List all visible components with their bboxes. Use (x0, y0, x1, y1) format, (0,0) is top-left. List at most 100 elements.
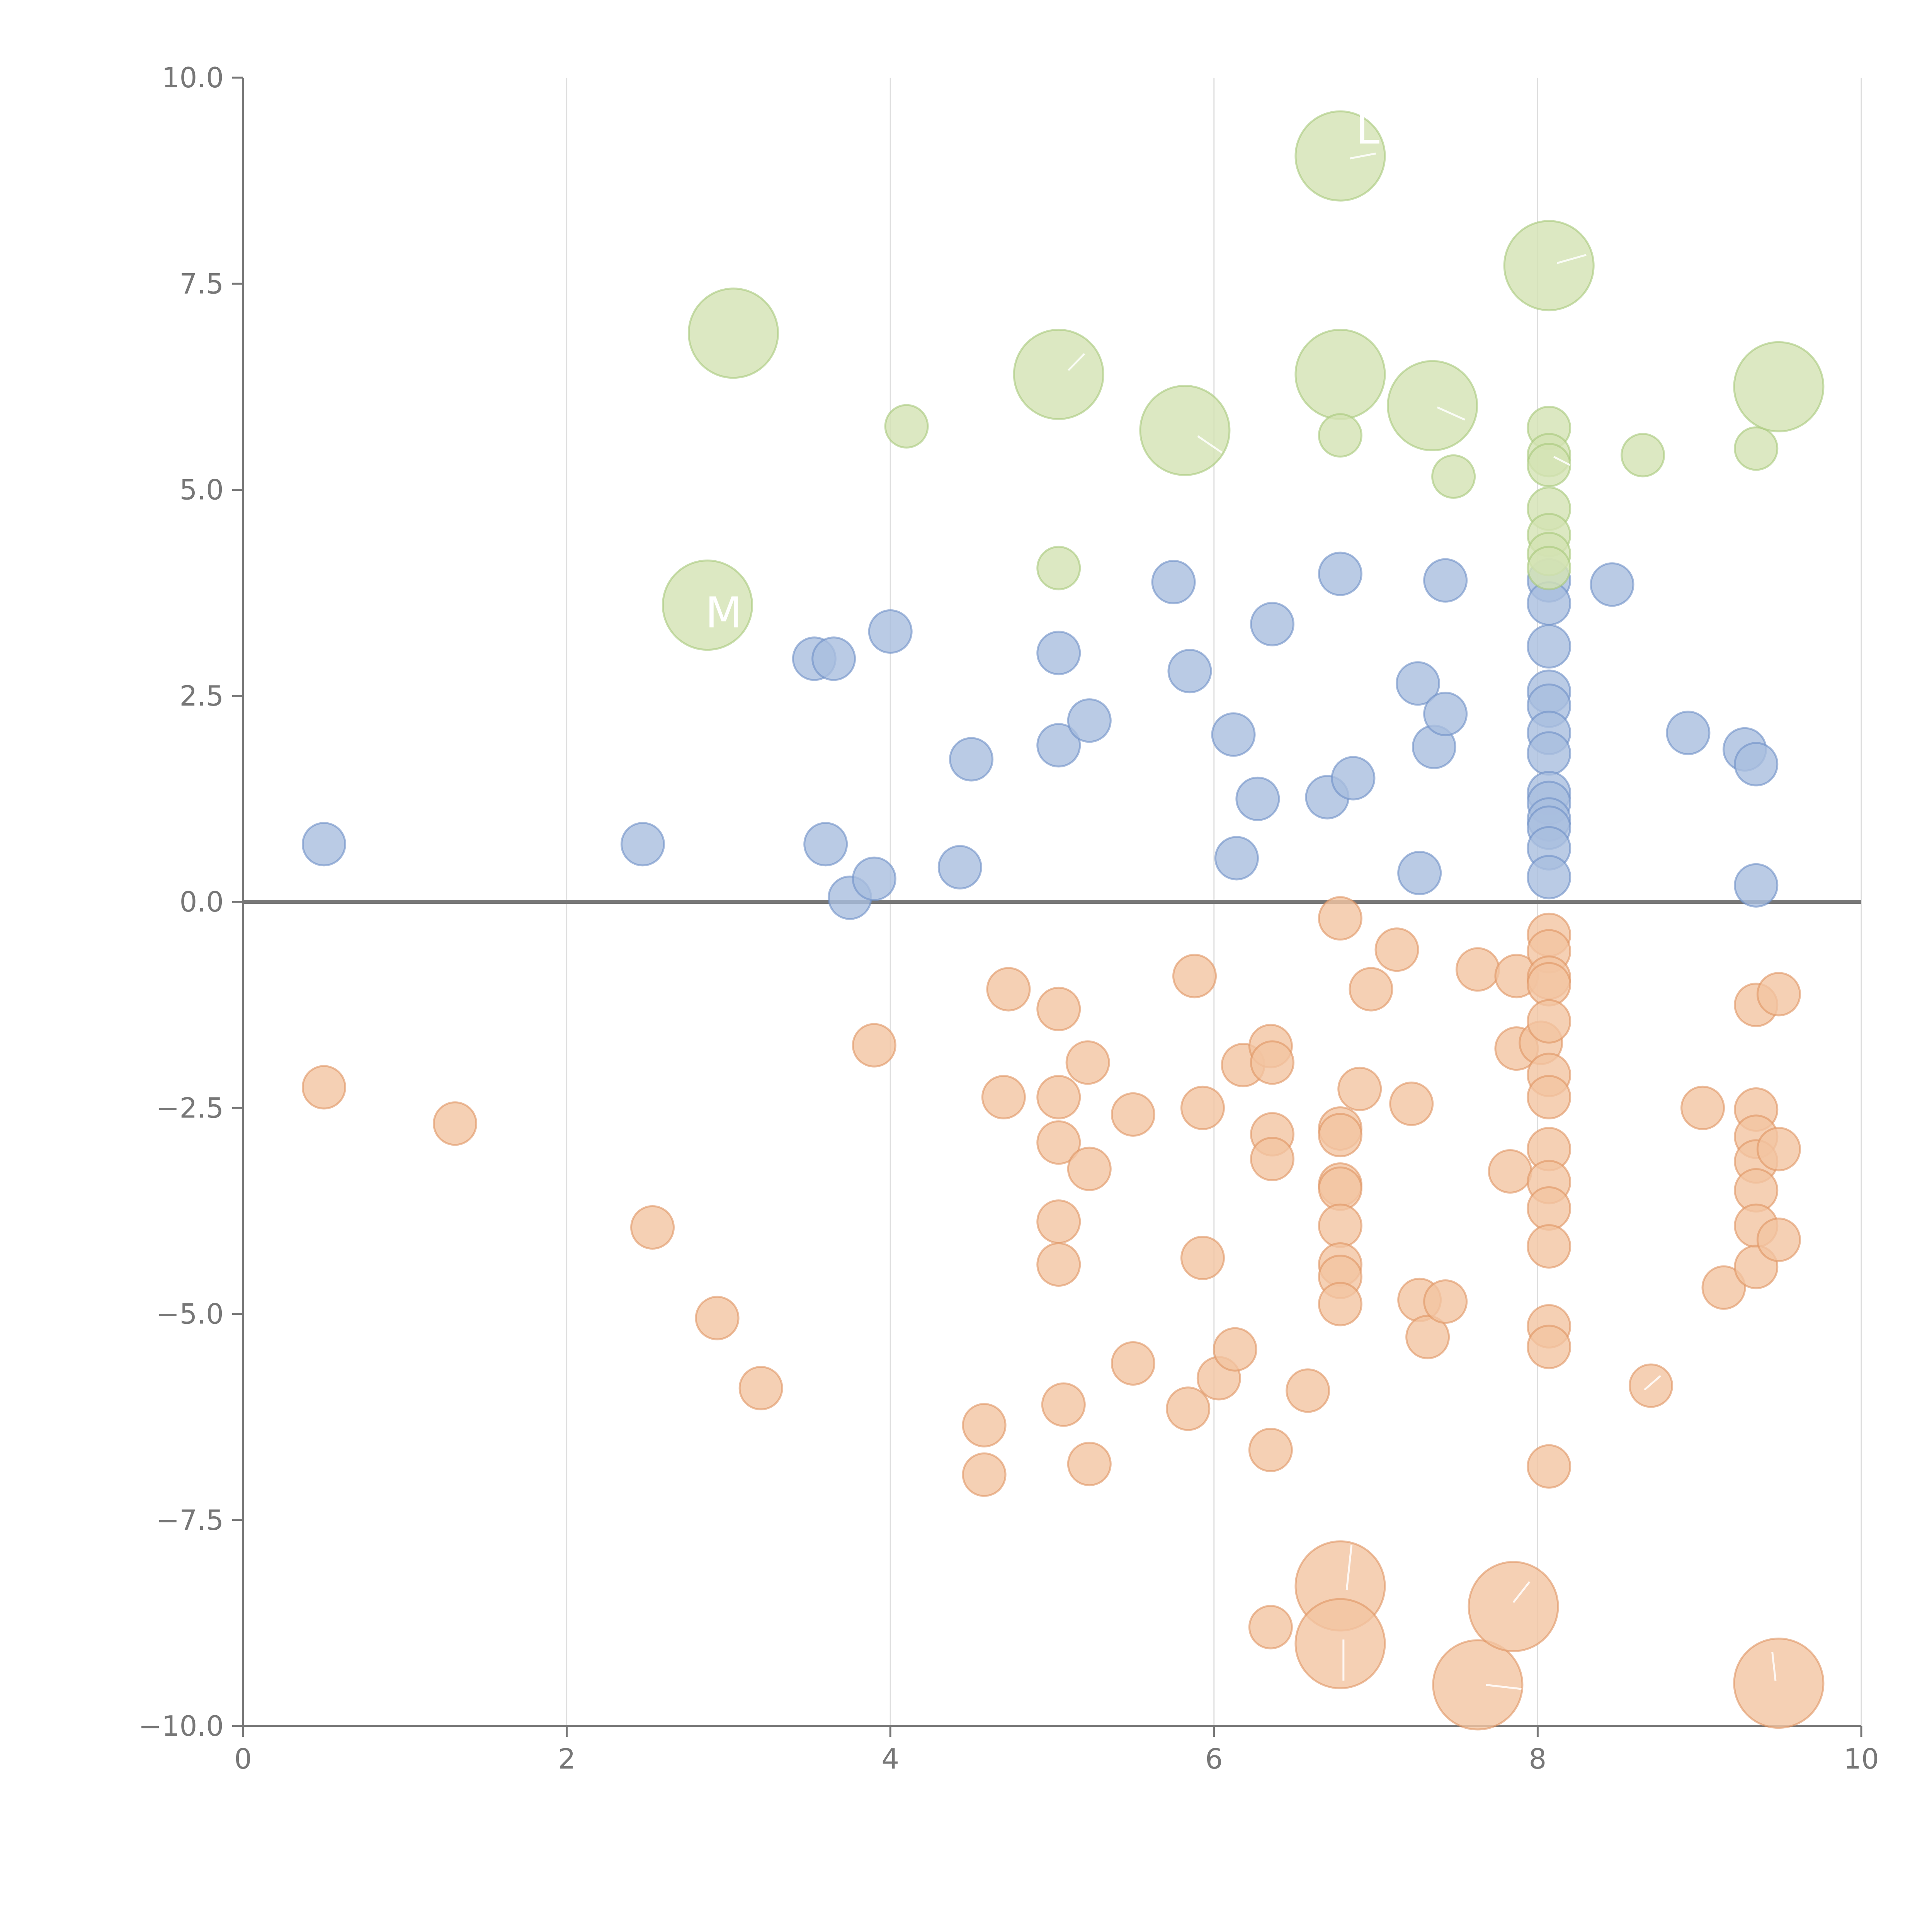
data-point (1180, 1235, 1225, 1280)
data-point (1734, 742, 1779, 787)
data-point (1395, 661, 1440, 706)
data-point (1455, 947, 1500, 992)
series-group (301, 551, 1779, 920)
leader-line (1350, 152, 1376, 160)
data-point (1349, 967, 1393, 1012)
data-point (1733, 1638, 1825, 1729)
data-point (1151, 560, 1196, 604)
leader-line (1345, 1544, 1353, 1590)
leader-line (1553, 456, 1571, 466)
data-point (1734, 863, 1779, 908)
data-point (1318, 1113, 1362, 1158)
data-point (1666, 711, 1711, 755)
data-point (1318, 413, 1362, 458)
data-point (1733, 341, 1825, 432)
data-point (1318, 1203, 1362, 1248)
y-tick-label: 2.5 (179, 680, 224, 712)
data-point (1294, 1598, 1386, 1689)
data-point (1013, 328, 1104, 420)
x-tick-label: 2 (558, 1743, 576, 1775)
data-point (1756, 972, 1801, 1017)
data-point (962, 1452, 1007, 1497)
data-point (1590, 562, 1634, 607)
data-point (662, 560, 753, 651)
data-point (1527, 443, 1571, 488)
data-point (868, 609, 913, 654)
data-point (1294, 110, 1386, 202)
data-point (1374, 927, 1419, 972)
data-point (937, 845, 982, 889)
y-tick-label: 5.0 (179, 474, 224, 506)
data-point (1067, 698, 1112, 743)
y-tick-label: 0.0 (179, 886, 224, 918)
data-point (1527, 624, 1571, 669)
data-point (301, 1065, 346, 1110)
data-point (1423, 692, 1468, 736)
data-point (1167, 649, 1212, 694)
data-point (1527, 1444, 1571, 1489)
data-point (1036, 1199, 1081, 1244)
y-tick-label: 10.0 (162, 61, 224, 94)
data-point (1067, 1442, 1112, 1486)
data-point (1036, 546, 1081, 590)
y-tick-label: 7.5 (179, 267, 224, 300)
data-point (986, 967, 1031, 1012)
data-point (1468, 1561, 1559, 1652)
data-point (1318, 896, 1362, 941)
data-point (962, 1403, 1007, 1447)
leader-line (1437, 406, 1465, 421)
data-point (1111, 1341, 1155, 1386)
data-point (1423, 558, 1468, 603)
axes (242, 78, 1861, 1727)
data-point (1527, 999, 1571, 1044)
data-point (1286, 1368, 1330, 1413)
data-point (1503, 220, 1595, 311)
data-point (1527, 1325, 1571, 1369)
data-point (1067, 1146, 1112, 1191)
data-point (1294, 328, 1386, 420)
data-point (1166, 1386, 1211, 1431)
data-point (1527, 855, 1571, 900)
data-point (1235, 776, 1280, 821)
leader-line (1512, 1581, 1531, 1603)
data-point (1248, 1605, 1293, 1650)
data-point (1036, 723, 1081, 768)
x-axis-ticks: 0 2 4 6 8 10 (234, 1726, 1879, 1775)
leader-line (1197, 435, 1223, 454)
data-point (1036, 1120, 1081, 1165)
x-tick-label: 4 (881, 1743, 899, 1775)
x-tick-label: 0 (234, 1743, 252, 1775)
data-point (1756, 1218, 1801, 1262)
series-group (301, 896, 1825, 1731)
data-point (1405, 1315, 1450, 1359)
data-point (1036, 631, 1081, 675)
data-point (1389, 1082, 1434, 1126)
data-point (301, 822, 346, 867)
data-point (433, 1101, 478, 1146)
data-point (1431, 454, 1476, 499)
data-point (1387, 360, 1478, 451)
data-point (1318, 1282, 1362, 1327)
data-point (1756, 1127, 1801, 1172)
leader-lines (1068, 152, 1777, 1690)
data-point (803, 822, 848, 867)
data-point (981, 1075, 1026, 1120)
data-point (1527, 1224, 1571, 1269)
data-point (852, 856, 896, 901)
data-point (1248, 1427, 1293, 1472)
data-point (1318, 551, 1362, 596)
data-point (1397, 850, 1442, 895)
data-point (1621, 433, 1665, 478)
x-tick-label: 10 (1844, 1743, 1879, 1775)
data-point (1629, 1363, 1673, 1408)
bubble-annotation: M (705, 588, 742, 638)
bubble-annotations: ML (705, 104, 1379, 638)
data-point (1337, 1066, 1382, 1111)
data-point (1111, 1092, 1155, 1137)
y-tick-label: −10.0 (138, 1710, 224, 1742)
data-point (1041, 1382, 1086, 1427)
data-point (1036, 1242, 1081, 1287)
data-point (1734, 426, 1779, 471)
data-point (1527, 546, 1571, 590)
data-point (1527, 1075, 1571, 1120)
